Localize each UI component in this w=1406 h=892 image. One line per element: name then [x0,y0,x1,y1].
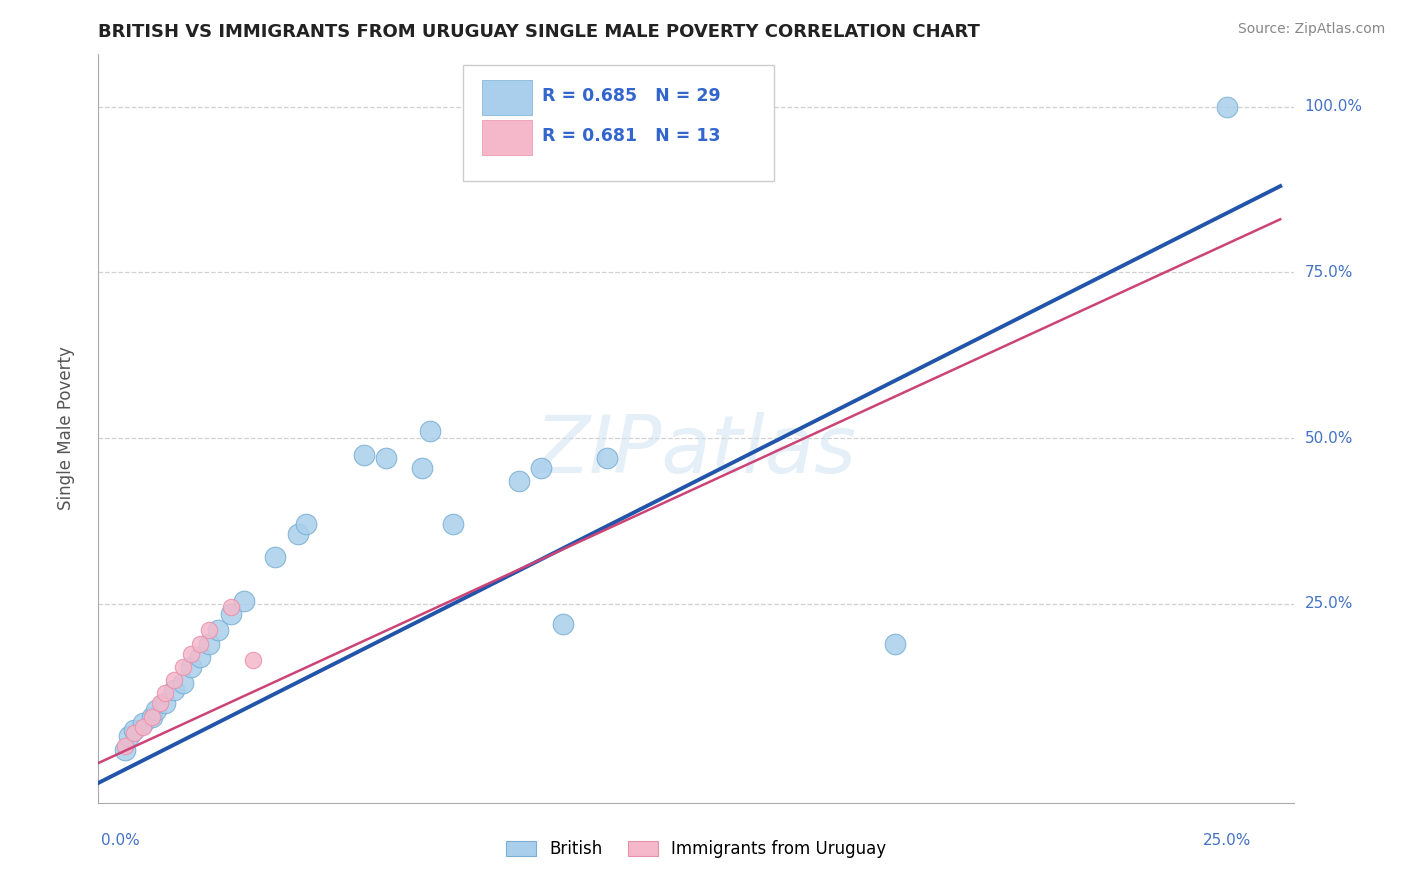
Point [145,703,167,717]
Point [172,676,194,690]
Point [122,723,145,737]
Point [188,637,211,651]
Point [114,743,136,757]
Text: 25.0%: 25.0% [1305,597,1353,611]
Point [242,653,264,667]
Point [264,550,287,565]
FancyBboxPatch shape [482,120,533,154]
Text: 100.0%: 100.0% [1305,99,1362,114]
Point [131,720,153,734]
Point [219,600,242,615]
Text: ZIPatlas: ZIPatlas [534,411,858,490]
Text: 0.0%: 0.0% [101,833,141,848]
Point [553,616,575,631]
Point [163,683,186,698]
FancyBboxPatch shape [463,65,773,181]
Text: Source: ZipAtlas.com: Source: ZipAtlas.com [1237,22,1385,37]
Text: BRITISH VS IMMIGRANTS FROM URUGUAY SINGLE MALE POVERTY CORRELATION CHART: BRITISH VS IMMIGRANTS FROM URUGUAY SINGL… [98,23,980,41]
FancyBboxPatch shape [482,80,533,115]
Point [163,673,186,687]
Y-axis label: Single Male Poverty: Single Male Poverty [56,346,75,510]
Point [149,696,172,710]
Point [419,425,441,439]
Point [1216,99,1239,113]
Point [114,739,136,754]
Point [188,649,211,664]
Point [508,474,530,488]
Point [219,607,242,621]
Point [198,624,221,638]
Point [131,716,153,731]
Point [153,696,176,710]
Legend: British, Immigrants from Uruguay: British, Immigrants from Uruguay [506,840,886,858]
Point [884,637,907,651]
Point [122,726,145,740]
Point [207,624,229,638]
Text: R = 0.685   N = 29: R = 0.685 N = 29 [541,87,720,105]
Text: R = 0.681   N = 13: R = 0.681 N = 13 [541,127,720,145]
Point [411,461,433,475]
Point [180,647,202,661]
Point [295,517,318,532]
Point [180,660,202,674]
Point [441,517,464,532]
Point [153,686,176,700]
Point [287,527,309,541]
Point [141,709,163,723]
Point [198,637,221,651]
Text: 50.0%: 50.0% [1305,431,1353,446]
Point [118,730,141,744]
Point [141,709,163,723]
Text: 25.0%: 25.0% [1204,833,1251,848]
Point [172,660,194,674]
Point [233,593,256,607]
Point [353,448,375,462]
Point [530,461,553,475]
Point [375,450,398,465]
Point [596,450,619,465]
Text: 75.0%: 75.0% [1305,265,1353,280]
